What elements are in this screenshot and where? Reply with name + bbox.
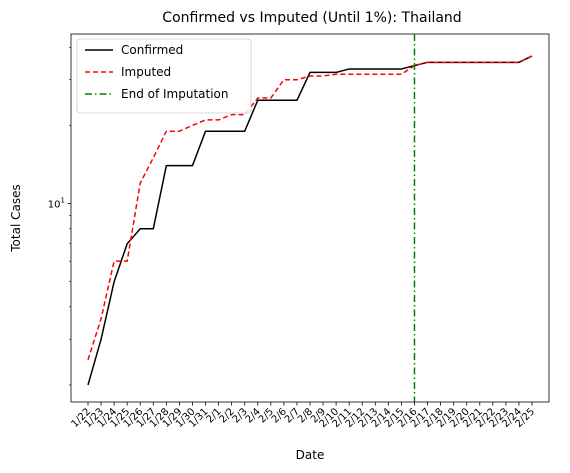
x-axis-ticks: 1/221/231/241/251/261/271/281/291/301/31…: [69, 402, 537, 430]
legend-label: End of Imputation: [121, 87, 229, 101]
y-tick-label: 101: [48, 197, 65, 211]
y-axis-label: Total Cases: [9, 184, 23, 252]
chart-title: Confirmed vs Imputed (Until 1%): Thailan…: [162, 10, 461, 26]
series-layer: [87, 34, 533, 402]
legend-box: [76, 38, 252, 114]
series-line-imputed: [87, 55, 533, 361]
x-axis-label: Date: [296, 448, 325, 462]
legend-label: Confirmed: [121, 43, 183, 57]
legend: Confirmed Imputed End of Imputation: [76, 38, 252, 114]
legend-label: Imputed: [121, 65, 171, 79]
y-axis-ticks: 101: [48, 46, 71, 386]
